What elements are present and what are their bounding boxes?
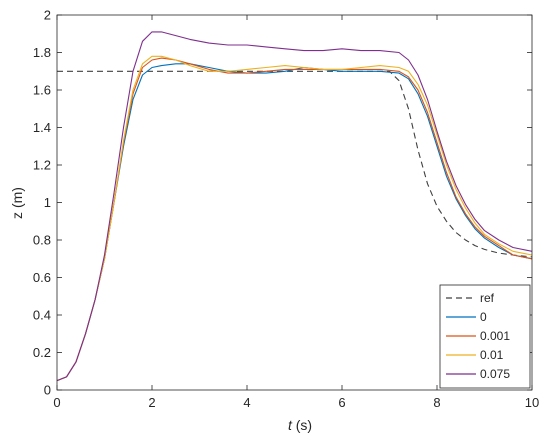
x-axis-label: t (s) — [288, 417, 312, 433]
y-tick-label: 0 — [44, 383, 51, 398]
legend: ref 0 0.001 0.01 0.075 — [439, 284, 531, 389]
legend-label: 0.01 — [480, 348, 504, 362]
y-tick-label: 1.6 — [33, 83, 51, 98]
x-tick-label: 2 — [148, 395, 155, 410]
axes: 0 2 4 6 8 10 0 0.2 0.4 0.6 0.8 1 1.2 1.4 1.6 1.8 2 — [33, 8, 539, 411]
y-tick-label: 1.4 — [33, 120, 51, 135]
y-tick-label: 2 — [44, 8, 51, 23]
x-tick-label: 4 — [243, 395, 250, 410]
x-tick-label: 8 — [433, 395, 440, 410]
x-axis-variable: t — [288, 417, 293, 433]
series-line-4 — [56, 31, 533, 382]
x-tick-label: 6 — [338, 395, 345, 410]
y-tick-label: 1 — [44, 195, 51, 210]
x-tick-label: 0 — [53, 395, 60, 410]
x-tick-label: 10 — [525, 395, 539, 410]
y-tick-label: 0.8 — [33, 233, 51, 248]
x-axis-unit: (s) — [292, 417, 312, 433]
y-tick-label: 0.4 — [33, 308, 51, 323]
y-tick-label: 0.2 — [33, 345, 51, 360]
series-line-3 — [56, 55, 533, 382]
legend-label: ref — [480, 291, 495, 305]
y-tick-label: 0.6 — [33, 270, 51, 285]
series-layer — [56, 31, 533, 382]
legend-label: 0.001 — [480, 329, 510, 343]
series-line-0 — [57, 70, 533, 258]
legend-label: 0.075 — [480, 367, 510, 381]
legend-label: 0 — [480, 310, 487, 324]
y-tick-label: 1.2 — [33, 158, 51, 173]
y-axis-label: z (m) — [9, 187, 25, 219]
y-tick-label: 1.8 — [33, 45, 51, 60]
